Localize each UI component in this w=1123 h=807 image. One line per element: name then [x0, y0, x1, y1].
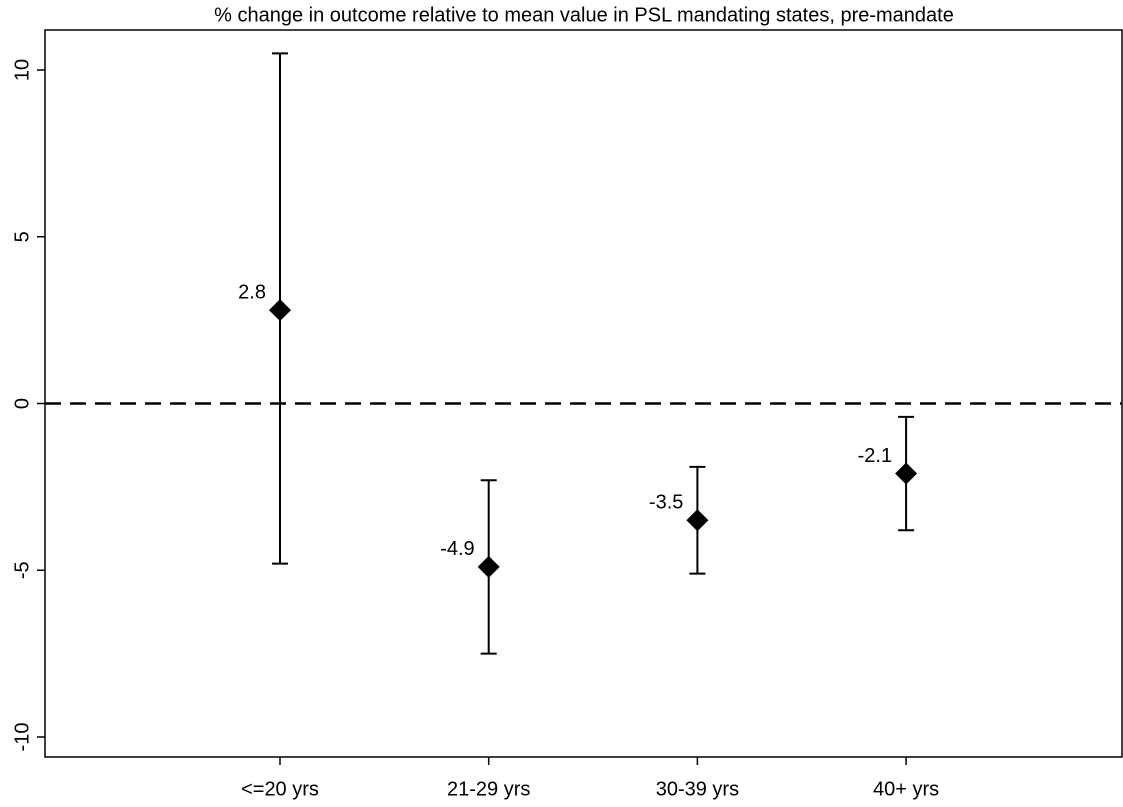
- data-label: -2.1: [858, 445, 892, 467]
- y-tick-label: 5: [11, 231, 33, 242]
- point: [268, 299, 291, 322]
- y-tick-label: -5: [11, 561, 33, 579]
- x-tick-label: <=20 yrs: [241, 778, 319, 800]
- x-tick-label: 21-29 yrs: [447, 778, 530, 800]
- y-tick-label: 0: [11, 398, 33, 409]
- x-tick-label: 40+ yrs: [873, 778, 939, 800]
- plot-frame: [44, 29, 1123, 758]
- data-label: 2.8: [238, 281, 266, 303]
- point: [686, 509, 709, 532]
- y-tick-label: 10: [11, 59, 33, 81]
- data-label: -3.5: [649, 492, 683, 514]
- point: [895, 462, 918, 485]
- chart-title: % change in outcome relative to mean val…: [214, 4, 954, 26]
- x-tick-label: 30-39 yrs: [656, 778, 739, 800]
- data-label: -4.9: [440, 538, 474, 560]
- point: [477, 555, 500, 578]
- y-tick-label: -10: [11, 723, 33, 752]
